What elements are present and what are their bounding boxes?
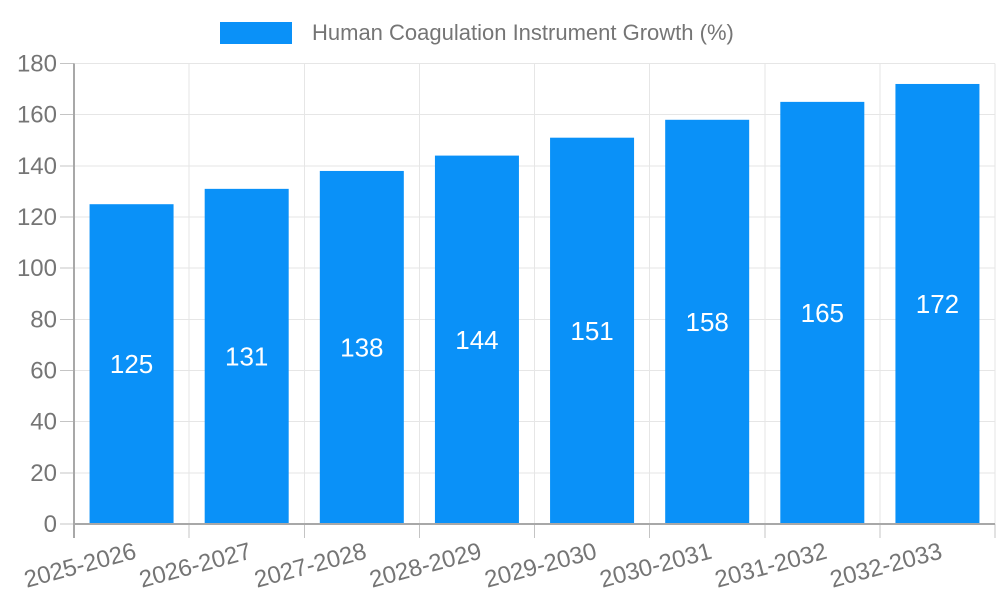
bar-value-label: 138 <box>340 332 383 362</box>
bar-value-label: 131 <box>225 341 268 371</box>
x-axis-tick-label: 2030-2031 <box>597 538 715 594</box>
bar-2026-2027[interactable] <box>204 188 289 524</box>
y-axis-tick-label: 20 <box>30 460 57 487</box>
y-axis-tick-label: 140 <box>17 153 57 180</box>
x-axis-tick-label: 2032-2033 <box>827 538 945 594</box>
y-axis-tick-label: 60 <box>30 358 57 385</box>
y-axis-tick-label: 180 <box>17 51 57 78</box>
bar-2029-2030[interactable] <box>550 137 635 525</box>
bar-value-label: 158 <box>685 307 728 337</box>
bar-value-label: 144 <box>455 325 498 355</box>
x-axis-tick-label: 2026-2027 <box>136 538 254 594</box>
x-axis-tick-label: 2031-2032 <box>712 538 830 594</box>
y-axis-tick-label: 160 <box>17 102 57 129</box>
x-axis-tick-label: 2025-2026 <box>21 538 139 594</box>
plot-area: 0 20 40 60 80 100 120 140 160 180 125 2025-2026 131 2… <box>17 51 996 594</box>
bar-value-label: 165 <box>801 298 844 328</box>
bar-2028-2029[interactable] <box>434 155 519 524</box>
legend-label: Human Coagulation Instrument Growth (%) <box>312 20 734 45</box>
x-axis-tick-label: 2028-2029 <box>367 538 485 594</box>
legend[interactable]: Human Coagulation Instrument Growth (%) <box>220 20 734 45</box>
bar-value-label: 151 <box>570 316 613 346</box>
bar-2025-2026[interactable] <box>89 204 174 525</box>
y-axis-tick-label: 0 <box>44 511 57 538</box>
bar-value-label: 172 <box>916 289 959 319</box>
y-axis-tick-label: 100 <box>17 255 57 282</box>
y-axis-tick-label: 120 <box>17 204 57 231</box>
bar-2031-2032[interactable] <box>780 101 865 524</box>
bar-2027-2028[interactable] <box>319 170 404 524</box>
x-axis-tick-label: 2029-2030 <box>482 538 600 594</box>
bar-value-label: 125 <box>110 349 153 379</box>
bar-2030-2031[interactable] <box>665 119 750 525</box>
legend-swatch <box>220 22 292 44</box>
y-axis-tick-label: 40 <box>30 409 57 436</box>
bar-2032-2033[interactable] <box>895 83 980 524</box>
x-axis-tick-label: 2027-2028 <box>252 538 370 594</box>
y-axis-tick-label: 80 <box>30 306 57 333</box>
